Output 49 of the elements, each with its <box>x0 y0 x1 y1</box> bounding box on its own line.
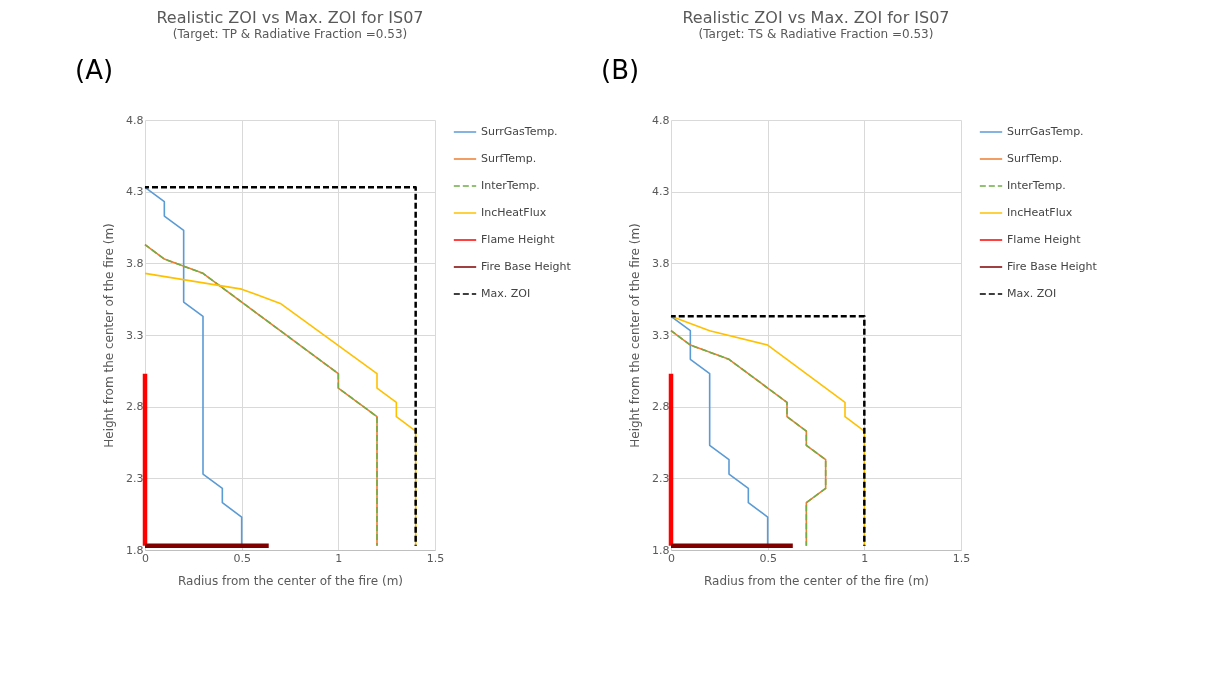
text: (B) <box>601 55 640 85</box>
line-series <box>144 272 417 547</box>
y-tick-label: 4.8 <box>652 113 670 127</box>
line-series <box>144 243 378 547</box>
y-tick-label: 2.8 <box>652 400 670 414</box>
x-tick-label: 1 <box>861 551 869 565</box>
chart-subtitle: (Target: TS & Radiative Fraction =0.53) <box>698 27 934 41</box>
legend-label: SurrGasTemp. <box>481 125 558 138</box>
x-tick-label: 0 <box>668 551 675 565</box>
y-tick-label: 3.8 <box>126 256 144 270</box>
y-tick-label: 4.3 <box>652 185 670 199</box>
y-tick-label: 2.3 <box>126 471 144 485</box>
y-tick-label: 3.8 <box>652 256 670 270</box>
y-tick-label: 1.8 <box>126 543 144 557</box>
legend-label: SurfTemp. <box>1007 152 1063 165</box>
legend-label: Max. ZOI <box>481 287 531 300</box>
legend-label: IncHeatFlux <box>481 206 547 219</box>
text: (A) <box>75 55 114 85</box>
legend-label: Fire Base Height <box>481 260 572 273</box>
y-axis-title: Height from the center of the fire (m) <box>628 223 643 448</box>
chart-title: Realistic ZOI vs Max. ZOI for IS07 <box>156 8 424 27</box>
y-tick-label: 2.3 <box>652 471 670 485</box>
line-series <box>670 329 827 547</box>
legend-label: Flame Height <box>1007 233 1082 246</box>
y-tick-label: 3.3 <box>126 328 144 342</box>
y-tick-label: 4.3 <box>126 185 144 199</box>
x-axis-title: Radius from the center of the fire (m) <box>177 573 404 588</box>
legend-label: SurrGasTemp. <box>1007 125 1084 138</box>
chart-title: Realistic ZOI vs Max. ZOI for IS07 <box>682 8 950 27</box>
legend-label: IncHeatFlux <box>1007 206 1073 219</box>
y-tick-label: 4.8 <box>126 113 144 127</box>
y-tick-label: 1.8 <box>652 543 670 557</box>
legend-label: Flame Height <box>481 233 556 246</box>
x-axis-title: Radius from the center of the fire (m) <box>703 573 930 588</box>
legend-label: Fire Base Height <box>1007 260 1098 273</box>
legend-label: SurfTemp. <box>481 152 537 165</box>
x-tick-label: 0.5 <box>759 551 777 565</box>
x-tick-label: 0.5 <box>233 551 251 565</box>
y-tick-label: 2.8 <box>126 400 144 414</box>
legend-label: InterTemp. <box>481 179 540 192</box>
x-tick-label: 1 <box>335 551 343 565</box>
x-tick-label: 1.5 <box>952 551 971 565</box>
x-tick-label: 1.5 <box>426 551 445 565</box>
y-axis-title: Height from the center of the fire (m) <box>102 223 117 448</box>
chart-subtitle: (Target: TP & Radiative Fraction =0.53) <box>172 27 408 41</box>
legend-label: InterTemp. <box>1007 179 1066 192</box>
legend-label: Max. ZOI <box>1007 287 1057 300</box>
y-tick-label: 3.3 <box>652 328 670 342</box>
x-tick-label: 0 <box>142 551 149 565</box>
